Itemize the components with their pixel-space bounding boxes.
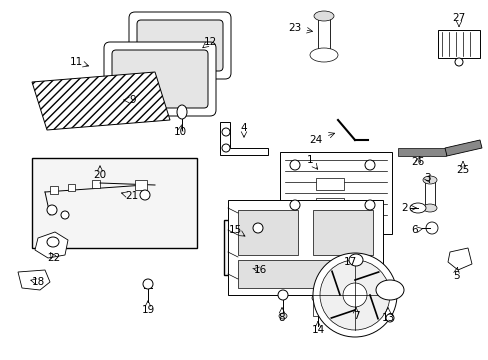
Bar [317, 18, 329, 53]
Bar [227, 200, 382, 295]
FancyBboxPatch shape [104, 42, 216, 116]
Text: 8: 8 [278, 313, 285, 323]
Polygon shape [35, 232, 68, 258]
Text: 14: 14 [311, 325, 324, 335]
Polygon shape [447, 248, 471, 270]
Ellipse shape [279, 313, 286, 319]
Ellipse shape [311, 294, 324, 302]
Ellipse shape [348, 254, 362, 266]
Bar [92, 180, 100, 188]
Polygon shape [18, 270, 50, 290]
Text: 2: 2 [401, 203, 407, 213]
Ellipse shape [375, 280, 403, 300]
Bar [224, 220, 291, 275]
Polygon shape [240, 260, 282, 274]
Bar [312, 210, 372, 255]
Ellipse shape [47, 237, 59, 247]
Text: 24: 24 [309, 135, 322, 145]
Bar [68, 184, 75, 191]
Ellipse shape [142, 279, 153, 289]
Text: 18: 18 [31, 277, 44, 287]
Text: 10: 10 [173, 127, 186, 137]
Ellipse shape [289, 200, 299, 210]
Text: 1: 1 [306, 155, 313, 165]
Ellipse shape [47, 205, 57, 215]
Bar [312, 300, 323, 316]
Bar [315, 198, 343, 210]
Text: 13: 13 [381, 313, 394, 323]
Bar [351, 265, 359, 275]
Ellipse shape [140, 190, 150, 200]
Text: 21: 21 [125, 191, 138, 201]
Bar [238, 210, 297, 255]
Bar [50, 186, 58, 194]
Text: 25: 25 [455, 165, 468, 175]
Text: 6: 6 [411, 225, 417, 235]
Ellipse shape [364, 200, 374, 210]
Bar [280, 152, 391, 234]
Bar [424, 182, 434, 208]
Ellipse shape [177, 105, 186, 119]
Polygon shape [32, 72, 170, 130]
Text: 23: 23 [288, 23, 301, 33]
Ellipse shape [425, 222, 437, 234]
Ellipse shape [364, 160, 374, 170]
Text: 15: 15 [228, 225, 241, 235]
Bar [247, 252, 267, 266]
Ellipse shape [385, 314, 393, 322]
Ellipse shape [289, 160, 299, 170]
Text: 19: 19 [141, 305, 154, 315]
Text: 26: 26 [410, 157, 424, 167]
Ellipse shape [319, 260, 389, 330]
Text: 17: 17 [343, 257, 356, 267]
Text: 20: 20 [93, 170, 106, 180]
Bar [315, 178, 343, 190]
Text: 22: 22 [47, 253, 61, 263]
Text: 27: 27 [451, 13, 465, 23]
Text: 11: 11 [69, 57, 82, 67]
Ellipse shape [313, 11, 333, 21]
Text: 3: 3 [423, 173, 429, 183]
Bar [437, 30, 479, 58]
Ellipse shape [278, 290, 287, 300]
Text: 9: 9 [129, 95, 136, 105]
Text: 4: 4 [240, 123, 247, 133]
FancyBboxPatch shape [112, 50, 207, 108]
Ellipse shape [222, 144, 229, 152]
Ellipse shape [342, 283, 366, 307]
Ellipse shape [309, 48, 337, 62]
Text: 16: 16 [253, 265, 266, 275]
Ellipse shape [252, 223, 263, 233]
Ellipse shape [409, 203, 425, 213]
Text: 5: 5 [452, 271, 458, 281]
Bar [135, 180, 147, 190]
Bar [32, 158, 197, 248]
Ellipse shape [422, 204, 436, 212]
Text: 12: 12 [203, 37, 216, 47]
Ellipse shape [454, 58, 462, 66]
FancyBboxPatch shape [129, 12, 230, 79]
Bar [397, 148, 445, 156]
Ellipse shape [61, 211, 69, 219]
Text: 7: 7 [352, 311, 359, 321]
Polygon shape [444, 140, 481, 156]
FancyBboxPatch shape [137, 20, 223, 71]
Polygon shape [220, 122, 267, 155]
Ellipse shape [312, 253, 396, 337]
Ellipse shape [422, 176, 436, 184]
Ellipse shape [222, 128, 229, 136]
Bar [238, 260, 372, 288]
